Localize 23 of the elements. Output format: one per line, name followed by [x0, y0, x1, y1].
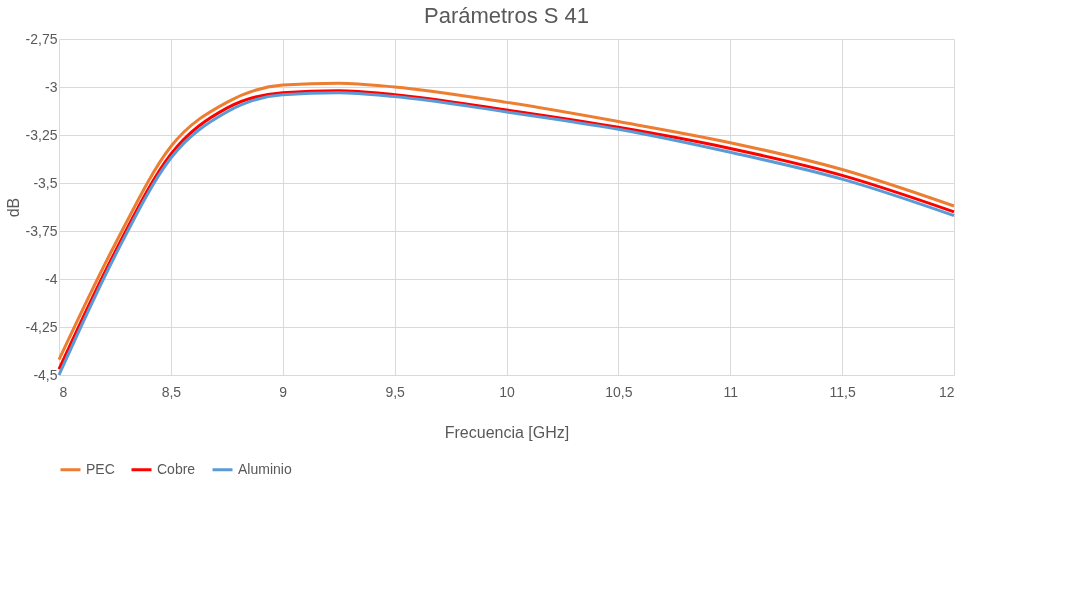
x-tick-label: 9 [279, 383, 288, 400]
y-tick-label: -2,75 [25, 30, 58, 47]
x-tick-label: 10,5 [605, 383, 633, 400]
y-axis-title: dB [4, 197, 22, 218]
chart-title: Parámetros S 41 [423, 3, 590, 28]
x-axis-title: Frecuencia [GHz] [444, 423, 570, 441]
y-tick-label: -3,75 [25, 222, 58, 239]
y-tick-label: -4,25 [25, 318, 58, 335]
y-tick-label: -3 [45, 78, 58, 95]
y-tick-label: -3,5 [33, 174, 58, 191]
y-tick-label: -3,25 [25, 126, 58, 143]
x-tick-label: 8 [59, 383, 68, 400]
x-tick-label: 9,5 [385, 383, 406, 400]
x-tick-label: 11 [723, 383, 739, 400]
legend-label: Cobre [157, 460, 196, 477]
y-tick-label: -4 [45, 270, 58, 287]
legend-label: PEC [86, 460, 115, 477]
x-tick-label: 11,5 [829, 383, 856, 400]
legend-label: Aluminio [238, 460, 292, 477]
y-tick-label: -4,5 [33, 366, 58, 383]
x-tick-label: 10 [499, 383, 515, 400]
x-tick-label: 8,5 [161, 383, 182, 400]
x-tick-label: 12 [938, 383, 955, 400]
